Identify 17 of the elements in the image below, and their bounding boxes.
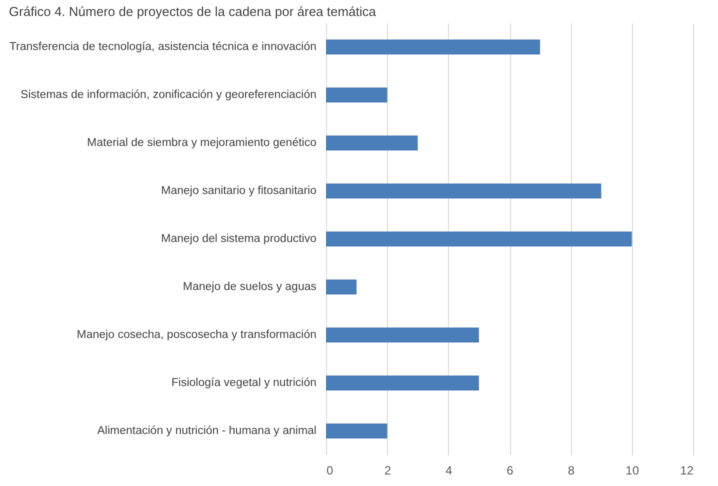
x-tick-label: 10 bbox=[626, 464, 640, 478]
x-tick-label: 6 bbox=[506, 464, 514, 478]
y-tick-label: Manejo del sistema productivo bbox=[161, 233, 316, 245]
x-tick-label: 2 bbox=[384, 464, 392, 478]
y-tick-label: Manejo sanitario y fitosanitario bbox=[161, 185, 316, 197]
y-tick-label: Fisiología vegetal y nutrición bbox=[171, 377, 316, 389]
x-tick-label: 8 bbox=[568, 464, 575, 478]
x-tick-label: 12 bbox=[680, 464, 694, 478]
text: Gráfico 4. Número de proyectos de la cadena por área temática bbox=[8, 4, 377, 19]
x-tick-label: 4 bbox=[445, 464, 452, 478]
x-tick-label: 0 bbox=[326, 464, 334, 478]
y-tick-label: Manejo de suelos y aguas bbox=[182, 281, 317, 293]
y-tick-label: Manejo cosecha, poscosecha y transformación bbox=[76, 329, 316, 341]
y-tick-label: Sistemas de información, zonificación y georeferenciación bbox=[20, 89, 316, 101]
y-tick-label: Transferencia de tecnología, asistencia técnica e innovación bbox=[9, 41, 316, 53]
y-tick-label: Material de siembra y mejoramiento genético bbox=[87, 137, 316, 149]
y-tick-label: Alimentación y nutrición - humana y animal bbox=[97, 425, 316, 437]
